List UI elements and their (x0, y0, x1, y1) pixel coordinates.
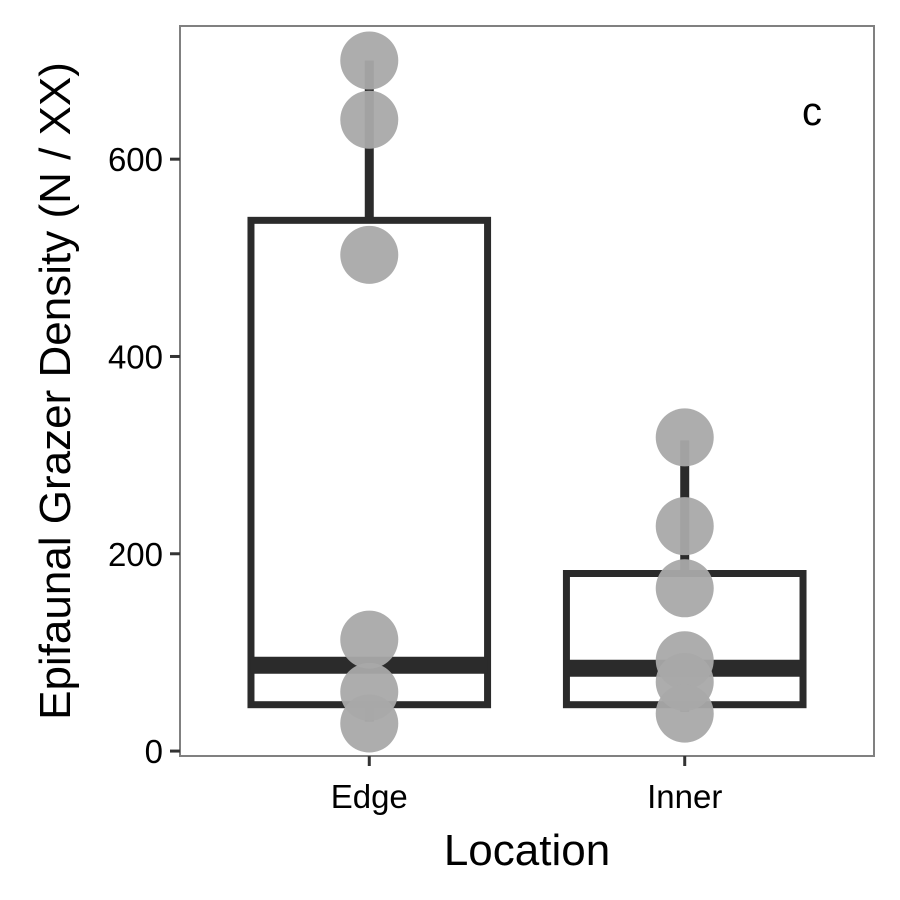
data-point (340, 31, 399, 90)
x-axis-title: Location (444, 826, 610, 875)
data-point (340, 694, 399, 753)
y-axis: 0 200 400 600 (108, 141, 180, 770)
y-axis-title: Epifaunal Grazer Density (N / XX) (31, 62, 80, 720)
y-tick-label: 400 (108, 338, 163, 375)
panel-label: c (802, 90, 822, 134)
y-tick-label: 0 (145, 733, 163, 770)
data-point (340, 225, 399, 284)
data-point (655, 559, 714, 618)
data-point (340, 90, 399, 149)
data-point (655, 408, 714, 467)
points-layer (340, 31, 714, 753)
data-point (655, 497, 714, 556)
data-point (340, 610, 399, 669)
y-tick-label: 600 (108, 141, 163, 178)
x-axis: Edge Inner (331, 756, 722, 815)
x-tick-label-inner: Inner (647, 778, 722, 815)
y-tick-label: 200 (108, 536, 163, 573)
data-point (655, 684, 714, 743)
x-tick-label-edge: Edge (331, 778, 408, 815)
